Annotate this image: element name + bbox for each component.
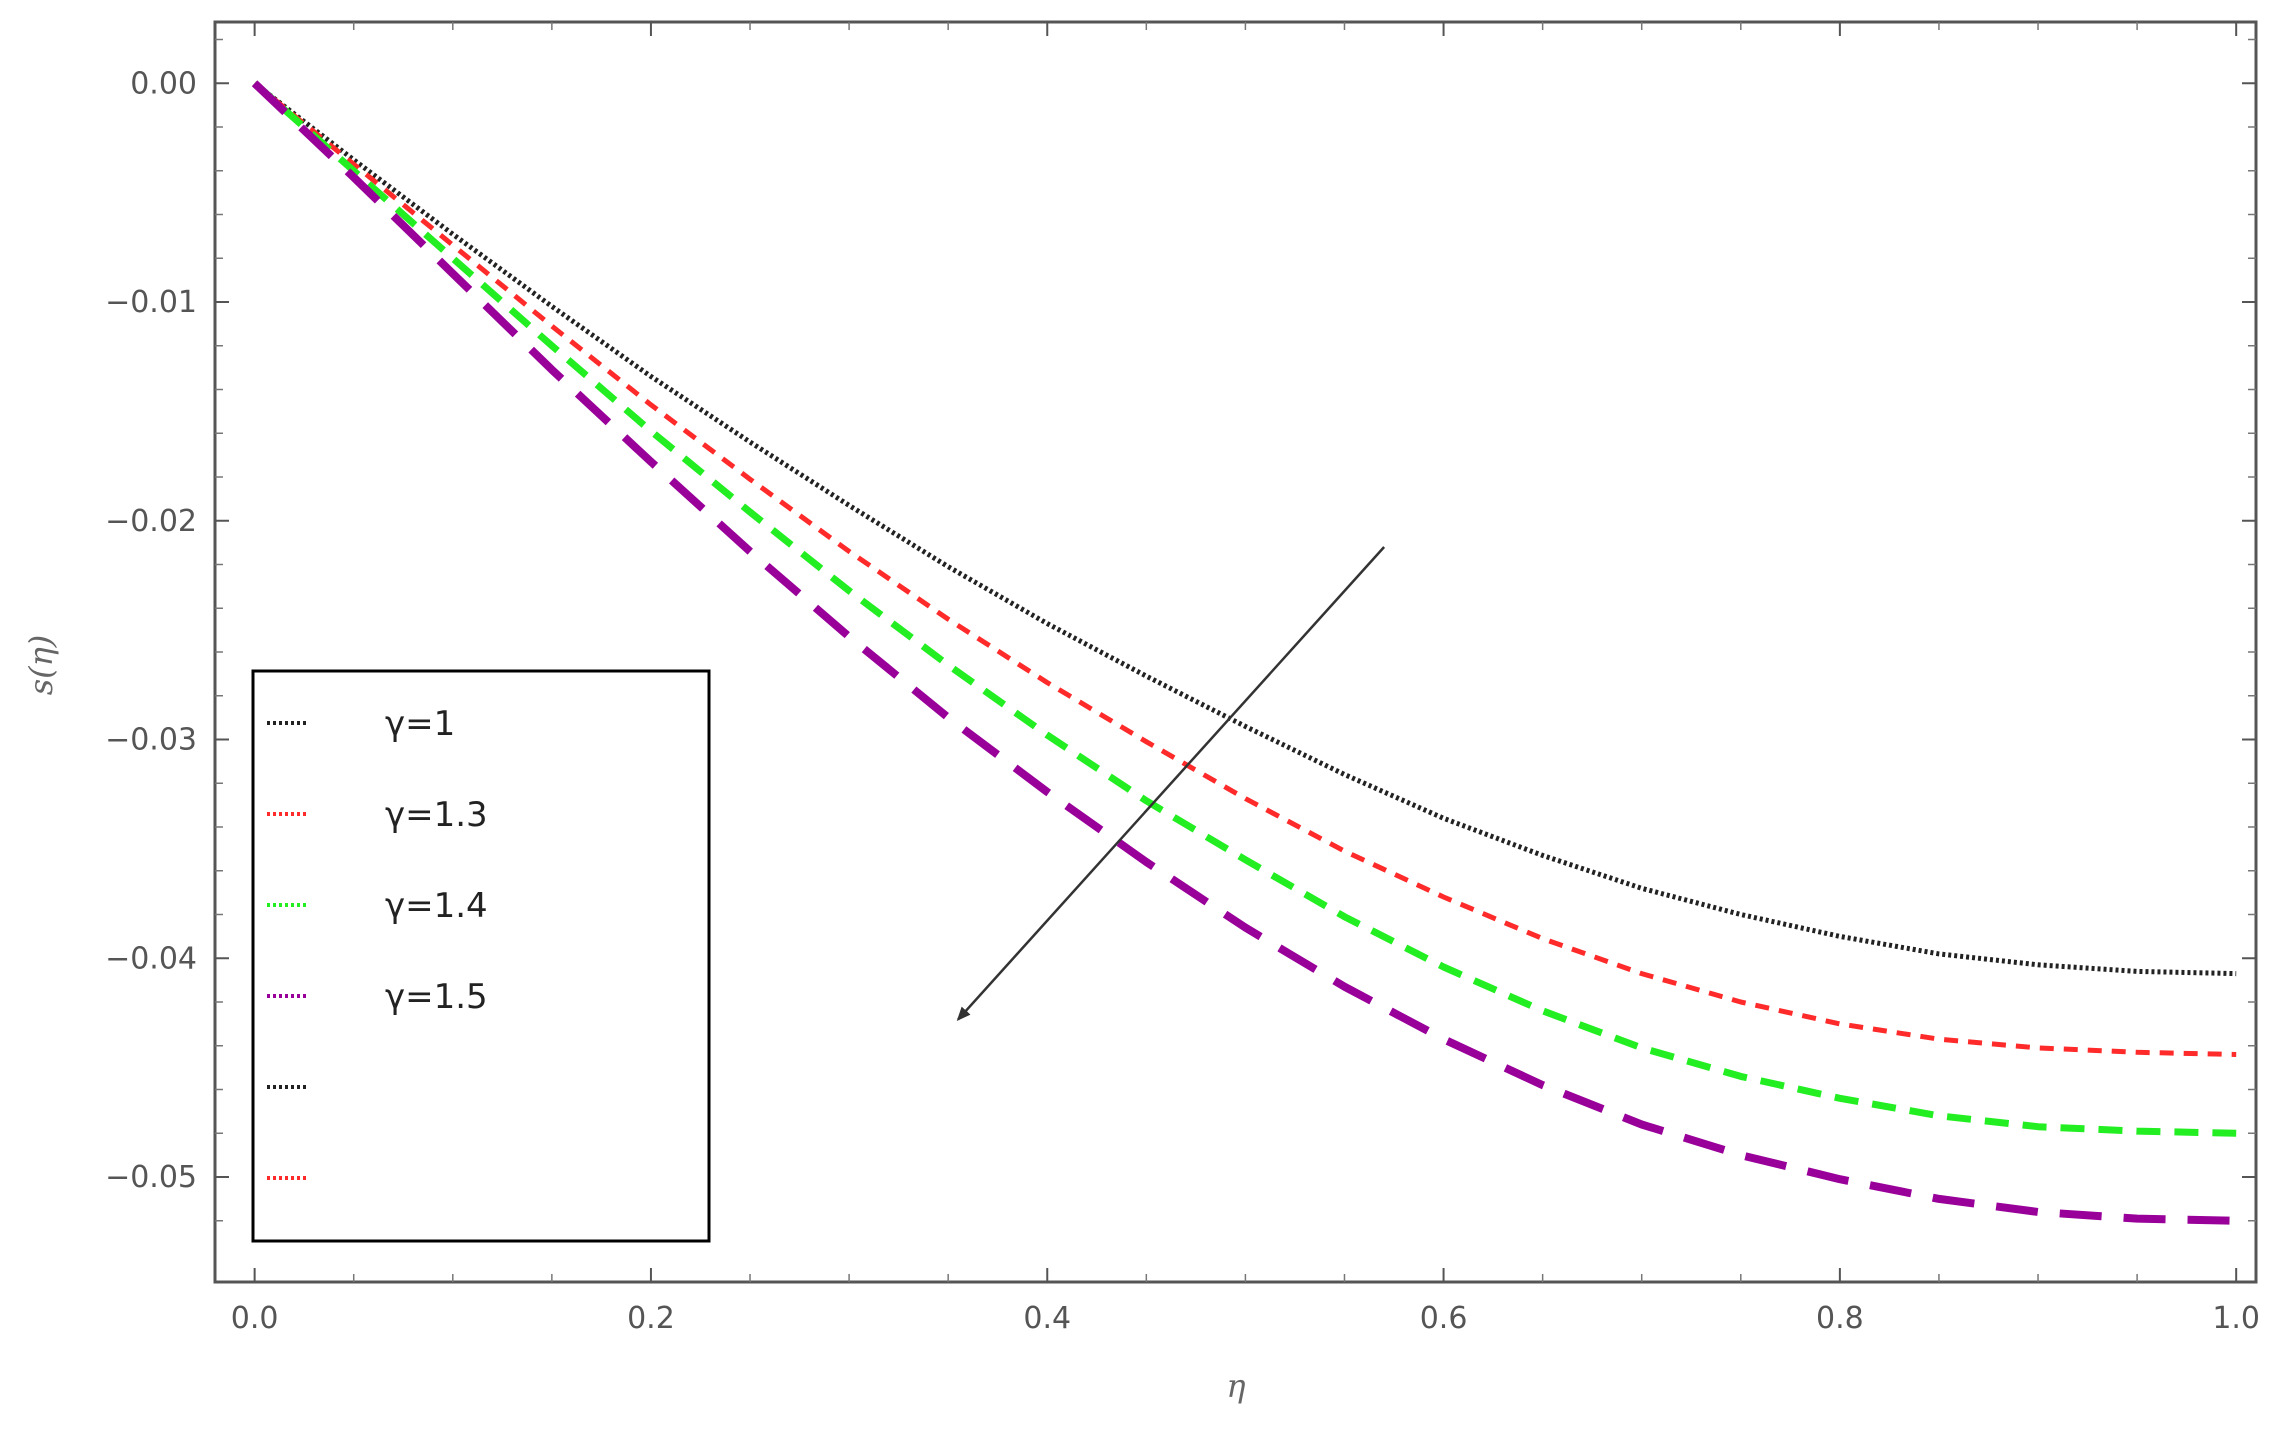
annotation-layer [956,546,1386,1021]
legend-label: γ=1.4 [385,886,488,926]
x-tick-label: 0.6 [1420,1301,1468,1336]
legend-label: γ=1.3 [385,795,488,835]
x-tick-label: 0.2 [627,1301,675,1336]
legend-box [251,669,711,1243]
legend: γ=1 γ=1.3 γ=1.4 γ=1.5 [251,669,711,1243]
y-axis: 0.00 −0.01 −0.02 −0.03 −0.04 −0.05 [105,38,2256,1222]
x-tick-label: 1.0 [2212,1301,2260,1336]
y-tick-label: −0.05 [105,1160,197,1195]
x-axis: 0.0 0.2 0.4 0.6 0.8 1.0 [231,22,2260,1336]
y-tick-label: −0.03 [105,723,197,758]
y-axis-label: s(η) [22,635,60,696]
series-line-3 [252,80,2237,1137]
y-tick-label: −0.01 [105,285,197,320]
x-tick-label: 0.8 [1816,1301,1864,1336]
x-tick-label: 0.4 [1023,1301,1071,1336]
y-tick-label: 0.00 [130,66,197,101]
legend-label: γ=1.5 [385,977,488,1017]
x-axis-label: η [1226,1367,1245,1405]
series-line-4 [251,80,2237,1225]
series-line-2 [253,81,2237,1057]
series-line-1 [253,81,2237,977]
trend-arrow [956,546,1386,1021]
y-tick-label: −0.02 [105,504,197,539]
y-tick-label: −0.04 [105,941,197,976]
x-tick-label: 0.0 [231,1301,279,1336]
series-layer [251,80,2237,1225]
legend-label: γ=1 [385,704,455,744]
